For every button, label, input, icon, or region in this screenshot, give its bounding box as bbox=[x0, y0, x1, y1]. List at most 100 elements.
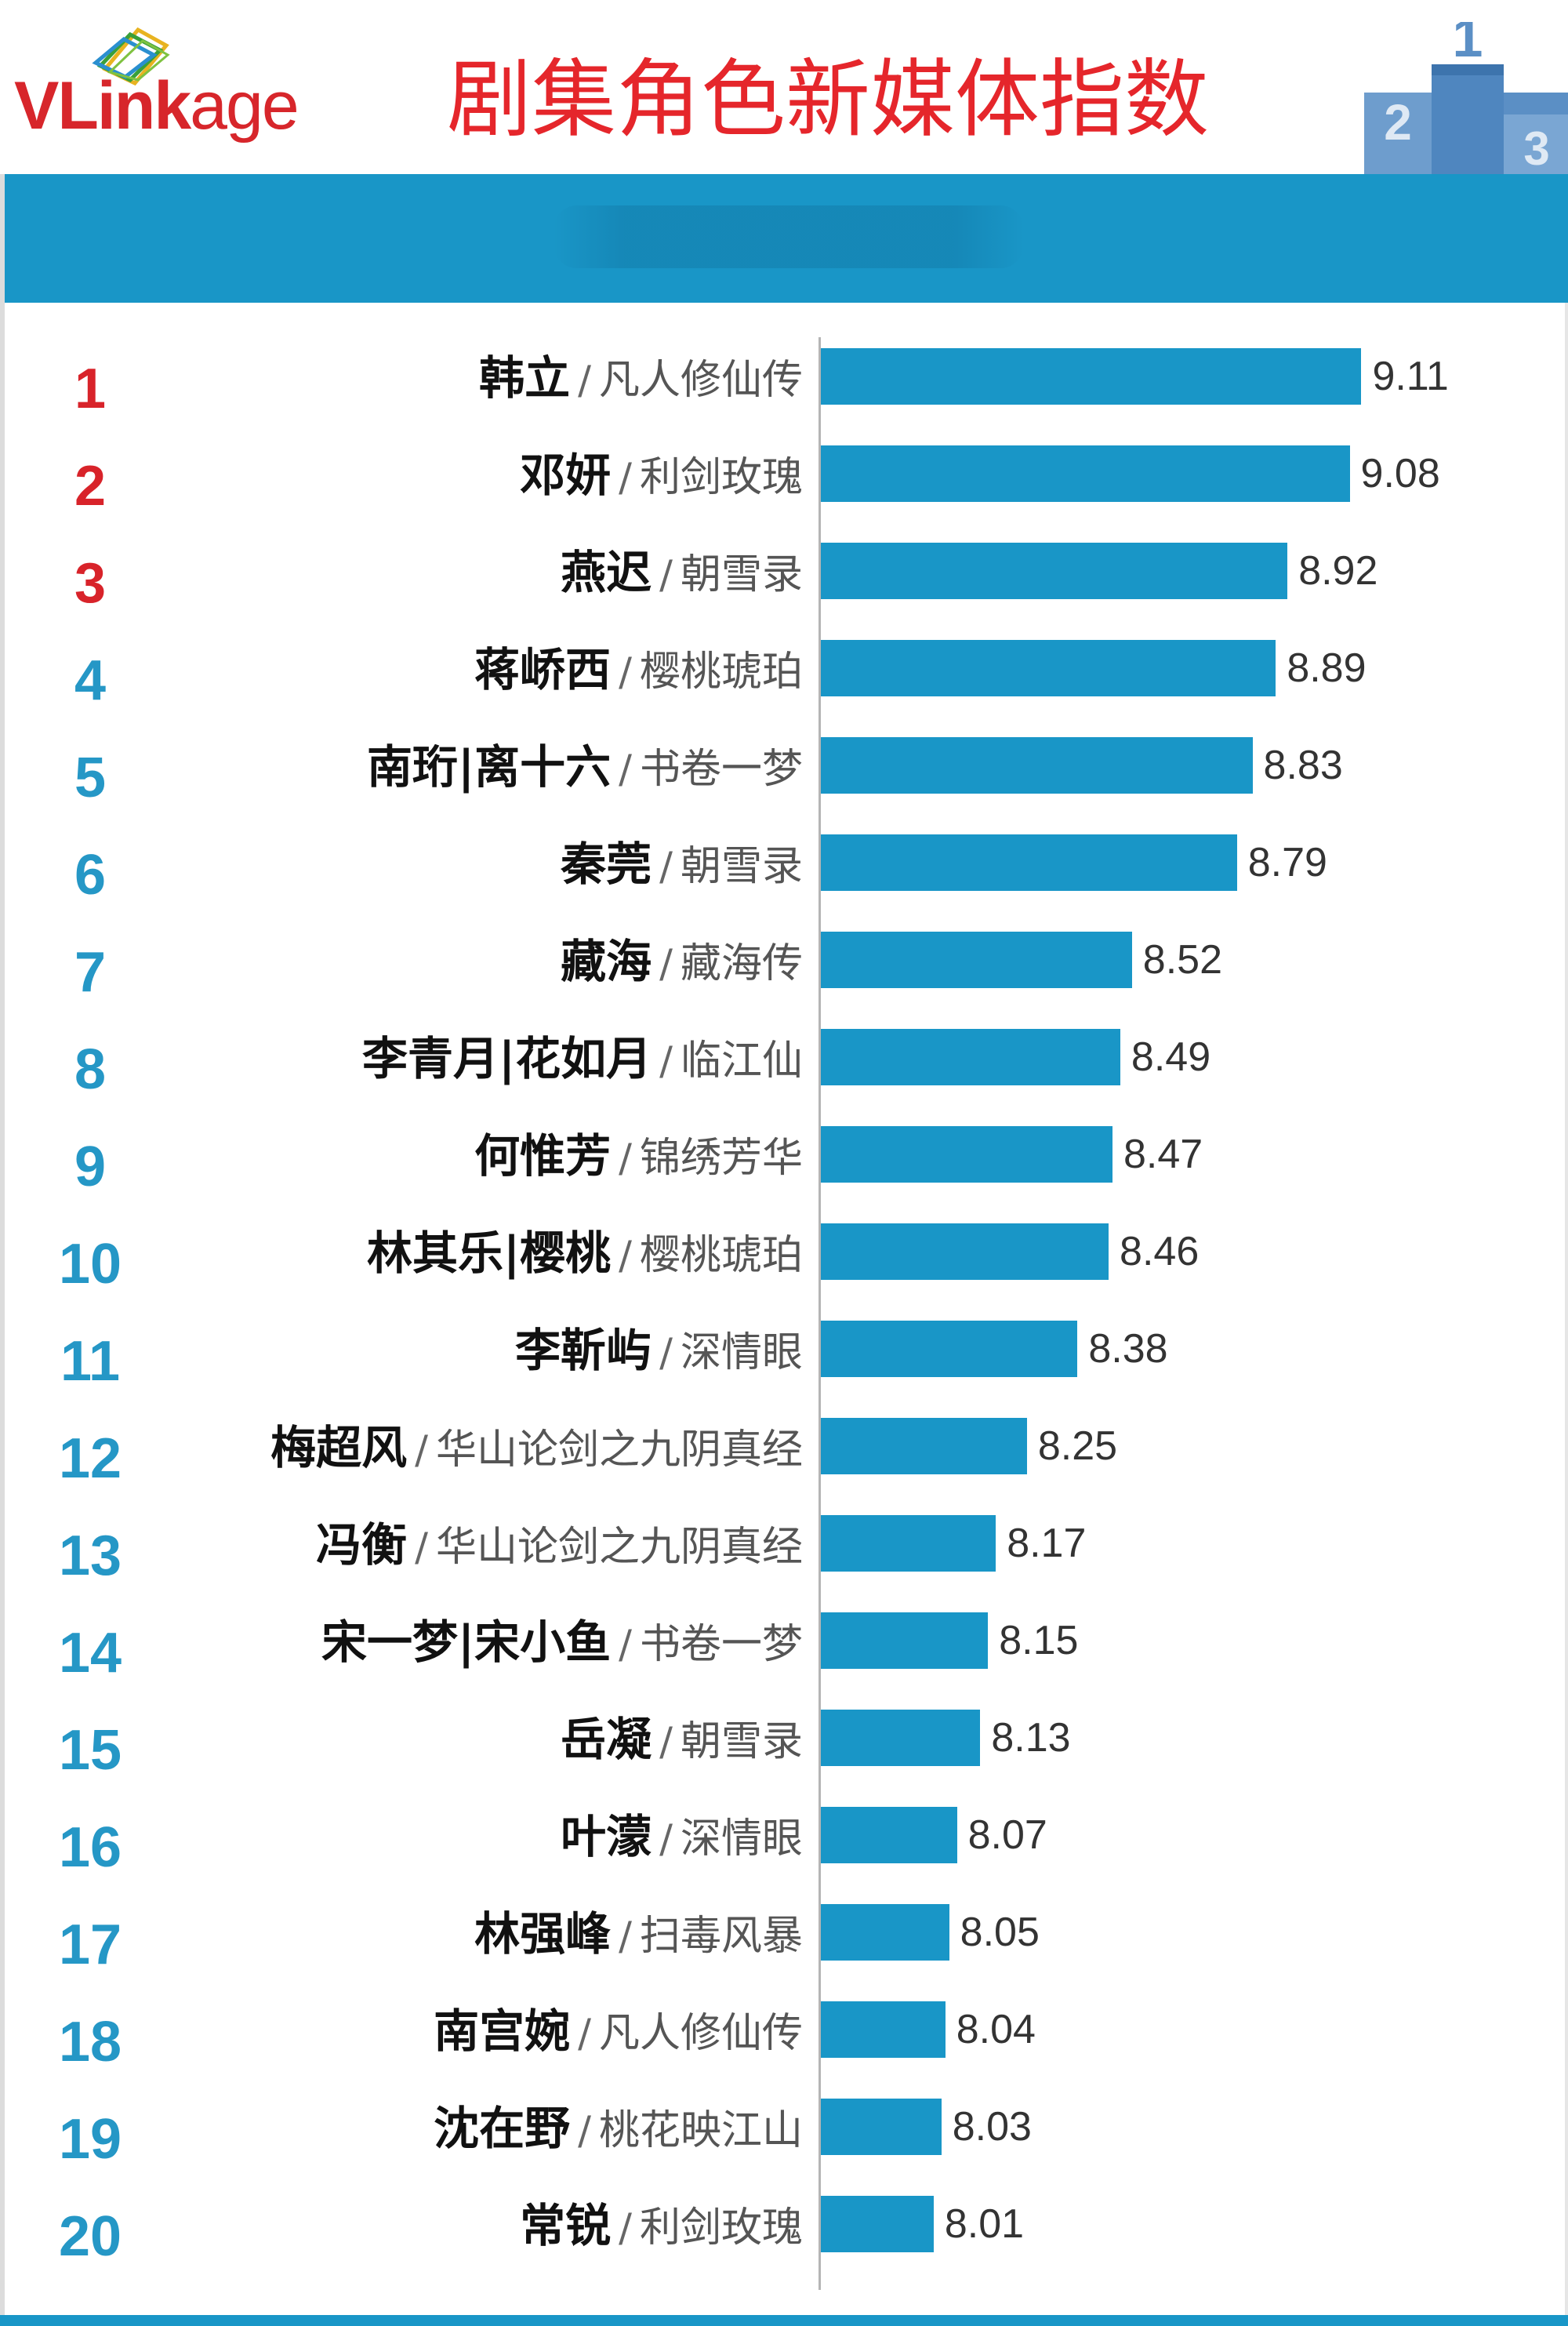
page-title: 剧集角色新媒体指数 bbox=[447, 51, 1210, 149]
footer-bar bbox=[0, 2315, 1568, 2326]
chart-row: 20 常锐 / 利剑玫瑰 8.01 bbox=[0, 2183, 1568, 2281]
rank-number: 12 bbox=[58, 1427, 122, 1490]
data-label: 8.46 bbox=[1120, 1229, 1200, 1274]
label-separator: / bbox=[619, 1913, 632, 1959]
bar-label: 林其乐|樱桃 / 樱桃琥珀 bbox=[367, 1214, 803, 1292]
chart-row: 18 南宫婉 / 凡人修仙传 8.04 bbox=[0, 1989, 1568, 2086]
label-separator: / bbox=[619, 2205, 632, 2251]
bar bbox=[821, 1515, 996, 1572]
rank-number: 14 bbox=[58, 1622, 122, 1685]
chart-axis-line bbox=[818, 337, 821, 2290]
character-name: 李青月|花如月 bbox=[361, 1032, 652, 1085]
bar-label: 邓妍 / 利剑玫瑰 bbox=[520, 436, 803, 514]
data-label: 8.01 bbox=[944, 2201, 1025, 2247]
bar bbox=[821, 543, 1288, 599]
bar-label: 韩立 / 凡人修仙传 bbox=[479, 339, 803, 417]
drama-title: 藏海传 bbox=[680, 940, 803, 987]
chart-row: 4 蒋峤西 / 樱桃琥珀 8.89 bbox=[0, 627, 1568, 725]
rank-number: 3 bbox=[74, 552, 107, 615]
character-name: 南宫婉 bbox=[434, 2004, 571, 2058]
logo-link-part: Link bbox=[57, 68, 191, 144]
drama-title: 凡人修仙传 bbox=[598, 357, 803, 404]
logo-age-part: age bbox=[190, 68, 299, 144]
bar bbox=[821, 1126, 1112, 1183]
vlinkage-logo: VLinkage bbox=[14, 24, 351, 157]
data-label: 9.11 bbox=[1372, 354, 1449, 399]
character-name: 李靳屿 bbox=[515, 1324, 652, 1377]
rank-number: 11 bbox=[60, 1330, 121, 1393]
data-label: 8.49 bbox=[1131, 1034, 1211, 1080]
bar-label: 李靳屿 / 深情眼 bbox=[515, 1311, 803, 1390]
bar-label: 藏海 / 藏海传 bbox=[561, 922, 803, 1001]
rank-number: 5 bbox=[74, 747, 107, 809]
logo-text: VLinkage bbox=[14, 67, 299, 145]
chart-row: 6 秦莞 / 朝雪录 8.79 bbox=[0, 822, 1568, 919]
rank-number: 18 bbox=[58, 2011, 122, 2073]
bar-label: 林强峰 / 扫毒风暴 bbox=[474, 1895, 803, 1973]
data-label: 8.03 bbox=[952, 2104, 1032, 2150]
rank-number: 4 bbox=[74, 649, 107, 712]
label-separator: / bbox=[659, 552, 673, 598]
label-separator: / bbox=[659, 1816, 673, 1862]
bar bbox=[821, 1710, 981, 1766]
drama-title: 朝雪录 bbox=[680, 1718, 803, 1765]
bar-label: 蒋峤西 / 樱桃琥珀 bbox=[474, 631, 803, 709]
rank-number: 2 bbox=[74, 455, 107, 518]
drama-title: 书卷一梦 bbox=[639, 746, 803, 793]
chart-row: 8 李青月|花如月 / 临江仙 8.49 bbox=[0, 1016, 1568, 1114]
character-name: 林其乐|樱桃 bbox=[366, 1227, 612, 1280]
data-label: 8.92 bbox=[1298, 548, 1378, 594]
label-separator: / bbox=[659, 1330, 673, 1376]
label-separator: / bbox=[659, 1719, 673, 1764]
data-label: 8.89 bbox=[1287, 645, 1367, 691]
drama-title: 凡人修仙传 bbox=[598, 2010, 803, 2057]
character-name: 冯衡 bbox=[316, 1518, 408, 1572]
chart-row: 14 宋一梦|宋小鱼 / 书卷一梦 8.15 bbox=[0, 1600, 1568, 1697]
bar bbox=[821, 445, 1350, 502]
bar-label: 梅超风 / 华山论剑之九阴真经 bbox=[270, 1408, 803, 1487]
bar bbox=[821, 1223, 1109, 1280]
character-name: 叶濛 bbox=[561, 1810, 652, 1863]
bar bbox=[821, 2001, 946, 2058]
bar bbox=[821, 1904, 949, 1961]
chart-row: 3 燕迟 / 朝雪录 8.92 bbox=[0, 530, 1568, 627]
bar-label: 南珩|离十六 / 书卷一梦 bbox=[367, 728, 803, 806]
rank-number: 15 bbox=[58, 1719, 122, 1782]
label-separator: / bbox=[619, 1136, 632, 1181]
banner-watermark bbox=[554, 205, 1024, 268]
podium-label-2: 2 bbox=[1384, 94, 1412, 151]
bar bbox=[821, 1807, 957, 1863]
bar bbox=[821, 932, 1132, 988]
data-label: 8.83 bbox=[1263, 743, 1343, 788]
data-label: 8.15 bbox=[999, 1618, 1079, 1663]
chart-row: 12 梅超风 / 华山论剑之九阴真经 8.25 bbox=[0, 1405, 1568, 1503]
label-separator: / bbox=[578, 2108, 591, 2153]
rank-number: 16 bbox=[58, 1816, 122, 1879]
logo-v-part: V bbox=[14, 68, 59, 144]
data-label: 8.13 bbox=[991, 1715, 1071, 1761]
chart-row: 1 韩立 / 凡人修仙传 9.11 bbox=[0, 336, 1568, 433]
data-label: 8.25 bbox=[1037, 1423, 1118, 1469]
drama-title: 华山论剑之九阴真经 bbox=[435, 1426, 803, 1474]
rank-number: 17 bbox=[58, 1913, 122, 1976]
bar bbox=[821, 1321, 1078, 1377]
bar-label: 岳凝 / 朝雪录 bbox=[561, 1700, 803, 1779]
bar bbox=[821, 2099, 942, 2155]
label-separator: / bbox=[578, 2011, 591, 2056]
data-label: 8.38 bbox=[1088, 1326, 1168, 1372]
character-name: 何惟芳 bbox=[474, 1129, 612, 1183]
bar bbox=[821, 737, 1253, 794]
rank-number: 7 bbox=[74, 941, 107, 1004]
character-name: 藏海 bbox=[561, 935, 652, 988]
frame-right-border bbox=[1565, 0, 1568, 2326]
bar-label: 南宫婉 / 凡人修仙传 bbox=[434, 1992, 803, 2070]
drama-title: 书卷一梦 bbox=[639, 1621, 803, 1668]
character-name: 沈在野 bbox=[434, 2102, 571, 2155]
label-separator: / bbox=[619, 455, 632, 500]
bar bbox=[821, 348, 1362, 405]
chart-row: 5 南珩|离十六 / 书卷一梦 8.83 bbox=[0, 725, 1568, 822]
data-label: 8.04 bbox=[956, 2007, 1036, 2052]
chart-row: 16 叶濛 / 深情眼 8.07 bbox=[0, 1794, 1568, 1892]
data-label: 8.07 bbox=[967, 1812, 1047, 1858]
